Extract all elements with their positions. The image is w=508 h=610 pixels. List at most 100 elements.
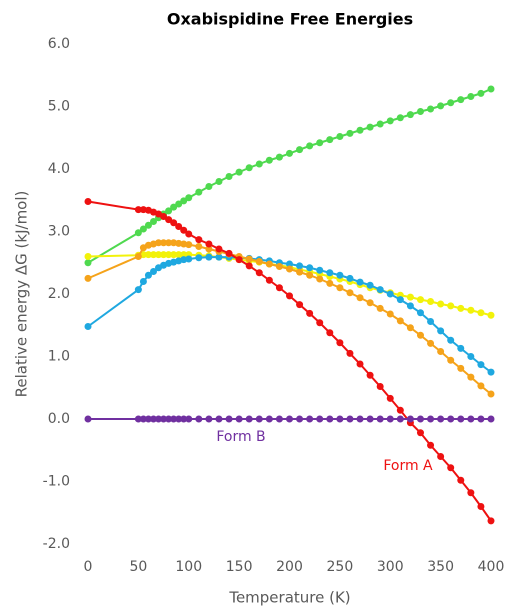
data-point — [477, 382, 485, 390]
data-point — [396, 415, 404, 423]
data-point — [306, 309, 314, 317]
data-point — [296, 268, 304, 276]
data-point — [416, 429, 424, 437]
data-point — [225, 249, 233, 257]
y-tick-label: -1.0 — [43, 474, 70, 490]
data-point — [366, 123, 374, 131]
data-point — [205, 253, 213, 261]
data-point — [84, 198, 92, 205]
data-point — [84, 415, 92, 423]
data-point — [235, 256, 243, 264]
data-point — [160, 415, 168, 423]
data-point — [185, 415, 193, 423]
data-point — [155, 239, 163, 247]
data-point — [437, 102, 445, 110]
data-point — [170, 219, 178, 227]
series-line — [87, 88, 492, 264]
data-point — [265, 260, 273, 268]
data-point — [467, 415, 475, 423]
data-point — [356, 294, 364, 302]
y-tick-label: 4.0 — [48, 161, 70, 177]
data-point — [180, 226, 188, 234]
data-point — [356, 415, 364, 423]
annotation: Form A — [383, 458, 433, 474]
y-tick-label: 0.0 — [48, 411, 70, 427]
y-tick-label: 3.0 — [48, 224, 70, 240]
data-point — [437, 453, 445, 460]
data-point — [149, 415, 157, 423]
y-tick-label: 1.0 — [48, 349, 70, 365]
data-point — [245, 262, 253, 270]
data-point — [366, 371, 374, 379]
data-point — [366, 415, 374, 423]
data-point — [225, 415, 233, 423]
data-point — [306, 264, 314, 272]
data-point — [416, 415, 424, 423]
data-point — [215, 245, 223, 253]
data-point — [139, 415, 147, 423]
data-point — [144, 221, 152, 229]
data-point — [447, 302, 455, 310]
data-point — [477, 361, 485, 369]
data-point — [346, 349, 354, 357]
data-point — [205, 183, 213, 190]
data-point — [326, 329, 334, 337]
data-point — [255, 160, 263, 168]
y-axis-title: Relative energy ΔG (kJ/mol) — [13, 191, 31, 398]
data-point — [215, 253, 223, 261]
data-point — [467, 306, 475, 314]
data-point — [477, 503, 485, 510]
data-point — [306, 271, 314, 279]
data-point — [467, 373, 475, 381]
data-point — [457, 476, 465, 484]
data-point — [170, 415, 178, 423]
data-point — [416, 108, 424, 115]
data-point — [134, 415, 142, 423]
y-tick-label: -2.0 — [43, 536, 70, 552]
data-point — [366, 281, 374, 289]
data-point — [175, 223, 183, 230]
x-tick-label: 200 — [276, 559, 303, 575]
data-point — [275, 415, 283, 423]
data-point — [386, 290, 394, 298]
data-point — [356, 360, 364, 368]
data-point — [195, 236, 203, 244]
data-point — [356, 278, 364, 286]
x-tick-label: 100 — [175, 559, 202, 575]
data-point — [296, 301, 304, 309]
data-point — [487, 390, 495, 398]
data-point — [195, 254, 203, 262]
data-point — [447, 356, 455, 364]
data-point — [180, 197, 188, 205]
data-point — [144, 271, 152, 279]
data-point — [346, 129, 354, 137]
data-point — [155, 415, 163, 423]
data-point — [286, 149, 293, 157]
data-point — [427, 415, 435, 423]
data-point — [366, 299, 374, 307]
data-point — [215, 178, 223, 185]
data-point — [195, 243, 203, 250]
data-point — [336, 284, 344, 292]
data-point — [376, 286, 384, 294]
data-point — [245, 255, 253, 263]
data-point — [134, 286, 142, 294]
data-point — [144, 415, 152, 423]
data-point — [386, 415, 394, 423]
data-point — [427, 339, 435, 347]
x-tick-label: 150 — [226, 559, 253, 575]
data-point — [245, 415, 253, 423]
data-point — [427, 441, 435, 449]
data-point — [427, 105, 435, 113]
data-point — [296, 262, 304, 270]
data-point — [306, 142, 314, 150]
data-point — [195, 188, 203, 196]
data-point — [316, 415, 324, 423]
data-point — [336, 133, 344, 140]
data-point — [185, 230, 193, 238]
data-point — [170, 251, 178, 259]
data-point — [175, 251, 183, 259]
data-point — [149, 251, 157, 259]
x-tick-label: 400 — [478, 559, 505, 575]
data-point — [296, 415, 304, 423]
